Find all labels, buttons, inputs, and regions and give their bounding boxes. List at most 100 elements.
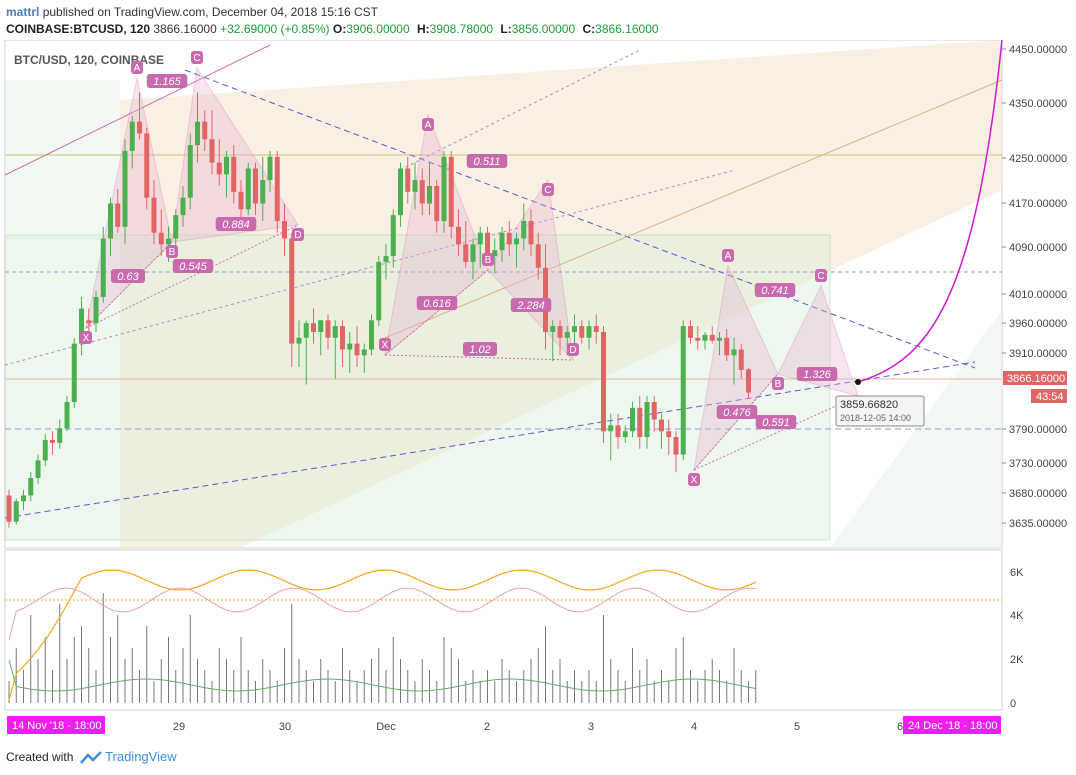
ratio-badge bbox=[796, 367, 838, 381]
pattern-ratio-line bbox=[384, 354, 574, 361]
candle bbox=[21, 489, 26, 511]
right-range-marker[interactable] bbox=[903, 716, 1001, 734]
candle bbox=[651, 396, 657, 432]
candle bbox=[35, 454, 41, 484]
candle bbox=[572, 314, 577, 344]
close-label: C: bbox=[582, 22, 596, 36]
volume-axis[interactable]: 6K 4K 2K 0 bbox=[1010, 567, 1024, 710]
high-value: 3908.78000 bbox=[429, 22, 494, 36]
candle bbox=[202, 110, 208, 151]
high-label: H: bbox=[416, 22, 430, 36]
candle bbox=[622, 425, 628, 443]
candle-body bbox=[485, 232, 490, 257]
candle-body bbox=[158, 232, 164, 245]
chart-canvas[interactable]: BTC/USD, 120, COINBASE XABCDXABCDXABCD1.… bbox=[0, 39, 1070, 740]
candle-body bbox=[13, 501, 19, 522]
pattern-point-text: B bbox=[775, 379, 782, 390]
time-axis[interactable]: 29 30 Dec 2 3 4 5 6 bbox=[173, 721, 903, 733]
ratio-badge bbox=[111, 269, 145, 283]
ratio-label: 0.616 bbox=[416, 296, 458, 310]
pattern-ratio-line bbox=[85, 241, 173, 329]
pattern-point-badge bbox=[422, 118, 434, 131]
price-pane[interactable] bbox=[4, 39, 1003, 549]
candle-body bbox=[231, 156, 237, 192]
ratio-label: 1.165 bbox=[146, 74, 188, 88]
right-range-label: 24 Dec '18 - 18:00 bbox=[908, 720, 998, 732]
candle-body bbox=[651, 402, 657, 420]
fib-channel-fill bbox=[120, 40, 1002, 548]
pattern-point-text: X bbox=[83, 333, 90, 344]
candle-body bbox=[318, 320, 324, 332]
ratio-badge bbox=[146, 74, 188, 88]
candle bbox=[463, 221, 469, 268]
candle-body bbox=[564, 331, 570, 338]
pattern-point-label: D bbox=[567, 343, 579, 356]
candle bbox=[187, 133, 193, 210]
candle bbox=[108, 197, 113, 257]
price-tick-label: 3910.00000 bbox=[1009, 348, 1067, 360]
pattern-point-badge bbox=[772, 377, 784, 390]
pattern-point-label: A bbox=[131, 61, 143, 74]
candle-body bbox=[528, 221, 534, 245]
candle bbox=[289, 232, 295, 367]
pattern-point-text: C bbox=[817, 271, 824, 282]
pattern-point-label: C bbox=[815, 269, 827, 282]
price-tick-label: 4010.00000 bbox=[1009, 289, 1067, 301]
volume-tick-label: 4K bbox=[1010, 610, 1024, 622]
candle-body bbox=[289, 238, 295, 344]
candle bbox=[180, 185, 186, 227]
indicator-line-green bbox=[8, 659, 756, 692]
ratio-label: 0.591 bbox=[755, 415, 797, 429]
candle bbox=[601, 326, 606, 443]
tradingview-brand[interactable]: TradingView bbox=[105, 749, 177, 764]
candle bbox=[521, 203, 527, 251]
author-name[interactable]: mattrl bbox=[6, 5, 40, 19]
candle bbox=[158, 209, 164, 257]
candle-body bbox=[419, 180, 425, 204]
projection-point bbox=[855, 379, 861, 385]
candle bbox=[666, 419, 672, 455]
pattern-point-label: D bbox=[292, 228, 304, 241]
pattern-point-badge bbox=[815, 269, 827, 282]
price-tooltip: 3859.66820 2018-12-05 14:00 bbox=[835, 395, 925, 427]
indicator-pane[interactable] bbox=[4, 549, 1003, 711]
candle bbox=[245, 162, 251, 216]
projection-curve bbox=[857, 39, 1003, 383]
candle-body bbox=[347, 343, 353, 350]
candle bbox=[470, 238, 476, 280]
candle-body bbox=[572, 326, 577, 332]
ratio-badge bbox=[716, 405, 758, 419]
price-axis[interactable]: 4450.00000 4350.00000 4250.00000 4170.00000… bbox=[1002, 44, 1067, 530]
candle-body bbox=[717, 337, 722, 341]
candle bbox=[129, 115, 135, 169]
candle bbox=[390, 209, 396, 268]
candle-body bbox=[245, 168, 251, 210]
pattern-point-text: C bbox=[193, 53, 200, 64]
candle bbox=[282, 203, 287, 257]
candles[interactable] bbox=[6, 92, 752, 528]
candle-body bbox=[238, 191, 244, 210]
candle-body bbox=[383, 256, 389, 262]
candle bbox=[50, 431, 55, 455]
candle bbox=[615, 413, 621, 449]
pattern-point-label: B bbox=[482, 253, 494, 266]
symbol-line: COINBASE:BTCUSD, 120 3866.16000 +32.6900… bbox=[6, 22, 663, 36]
price-tick-label: 3680.00000 bbox=[1009, 488, 1067, 500]
volume-tick-label: 0 bbox=[1010, 698, 1016, 710]
drawings bbox=[4, 39, 1003, 519]
candle-body bbox=[361, 349, 367, 356]
candle-body bbox=[376, 261, 382, 321]
left-range-marker[interactable] bbox=[7, 716, 105, 734]
volume-tick-label: 2K bbox=[1010, 654, 1024, 666]
left-range-label: 14 Nov '18 - 18:00 bbox=[12, 720, 102, 732]
chart-frame[interactable]: BTC/USD, 120, COINBASE XABCDXABCDXABCD1.… bbox=[0, 39, 1070, 740]
candle-body bbox=[296, 337, 302, 344]
candle-body bbox=[267, 156, 273, 181]
candle-body bbox=[608, 425, 614, 432]
candle bbox=[405, 156, 411, 204]
candle bbox=[296, 320, 302, 367]
ratio-label: 0.476 bbox=[716, 405, 758, 419]
pattern-point-badge bbox=[688, 473, 700, 486]
candle bbox=[347, 331, 353, 373]
candle bbox=[274, 150, 280, 233]
